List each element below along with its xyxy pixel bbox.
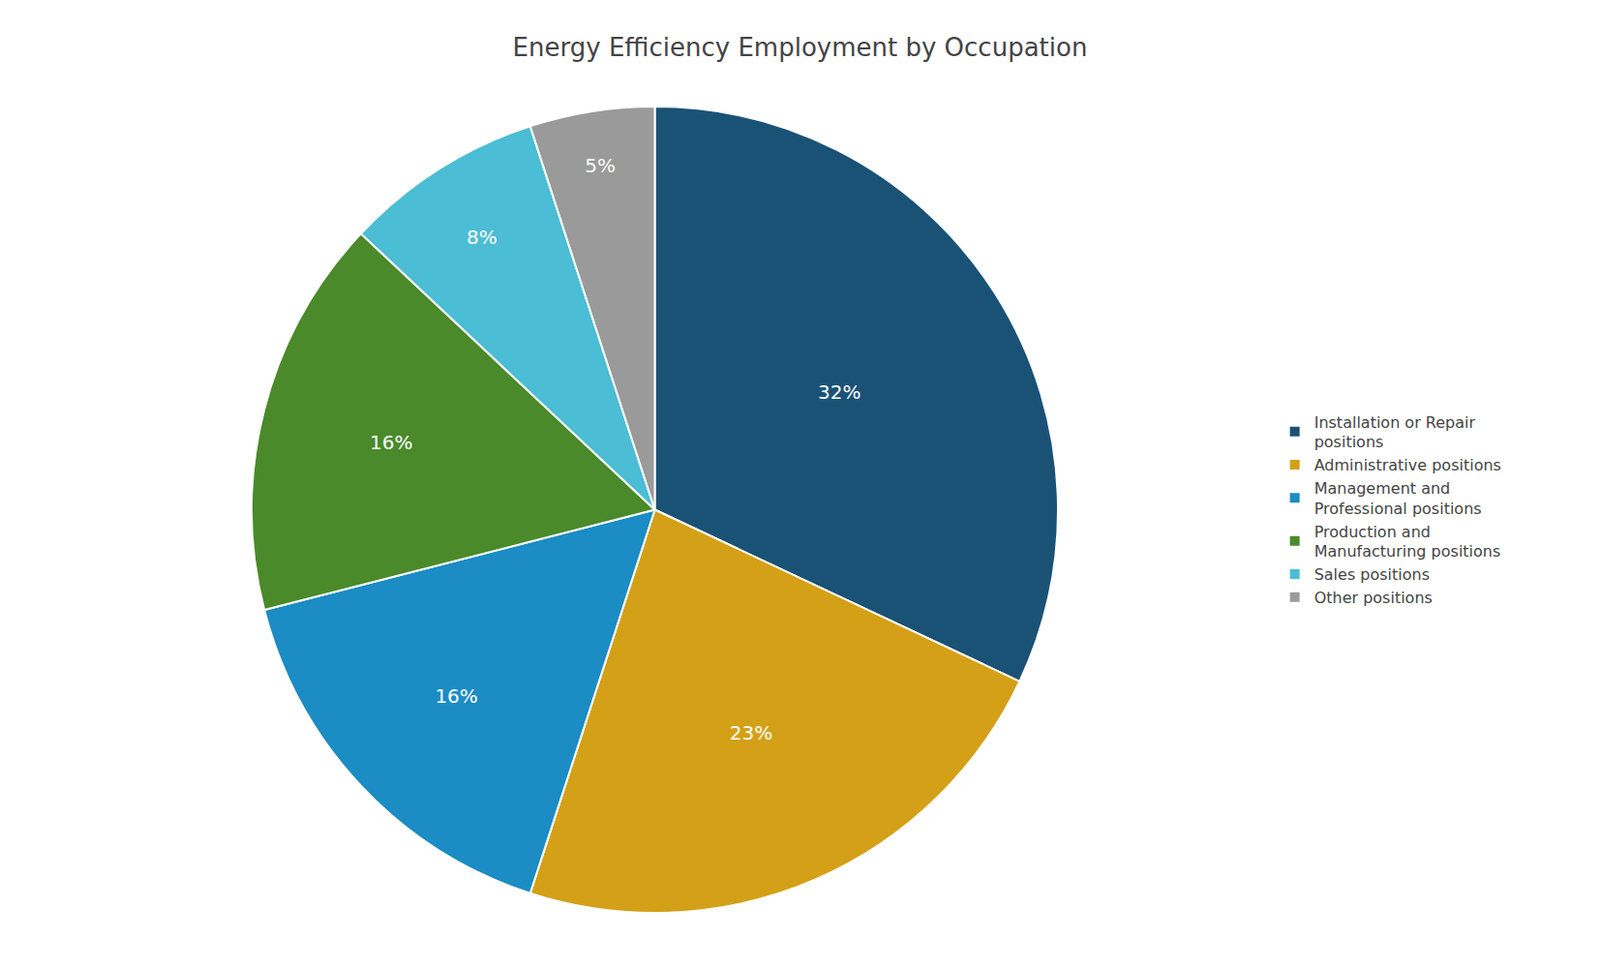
svg-text:16%: 16%	[369, 430, 413, 454]
svg-text:8%: 8%	[466, 225, 498, 249]
svg-text:Production andManufacturing po: Production andManufacturing positions	[1314, 522, 1502, 562]
svg-text:Management andProfessional pos: Management andProfessional positions	[1314, 479, 1482, 518]
svg-text:5%: 5%	[584, 153, 616, 178]
svg-text:23%: 23%	[729, 721, 773, 745]
svg-text:Installation or Repairposition: Installation or Repairpositions	[1314, 413, 1477, 453]
svg-text:16%: 16%	[434, 684, 478, 708]
svg-text:Sales positions: Sales positions	[1314, 565, 1430, 584]
svg-text:Other positions: Other positions	[1314, 588, 1433, 607]
svg-text:Administrative positions: Administrative positions	[1314, 455, 1502, 475]
svg-text:32%: 32%	[817, 380, 861, 404]
svg-text:Energy Efficiency Employment b: Energy Efficiency Employment by Occupati…	[513, 32, 1088, 62]
